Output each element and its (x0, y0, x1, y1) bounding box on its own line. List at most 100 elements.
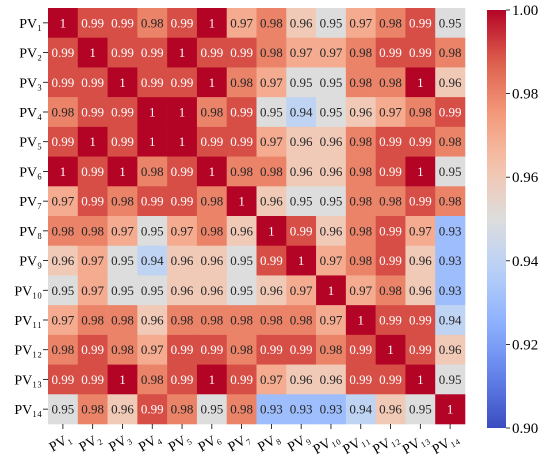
cell-value-label: 0.98 (200, 194, 223, 209)
cell-value-label: 0.99 (200, 342, 223, 357)
heatmap-cell (345, 126, 376, 157)
cell-value-label: 0.95 (320, 15, 343, 30)
heatmap-cell (48, 364, 79, 395)
cell-value-label: 0.95 (52, 402, 75, 417)
heatmap-cell (286, 364, 317, 395)
heatmap-cell (226, 216, 257, 247)
cell-value-label: 0.99 (260, 253, 283, 268)
heatmap-cell (256, 37, 287, 68)
cell-value-label: 0.98 (52, 105, 75, 120)
heatmap-cell (226, 275, 257, 306)
heatmap-cell (77, 67, 108, 98)
cell-value-label: 0.95 (439, 164, 462, 179)
cell-value-label: 0.98 (349, 253, 372, 268)
heatmap-cell (107, 216, 138, 247)
heatmap-cell (226, 334, 257, 365)
heatmap-cell (137, 245, 168, 276)
heatmap-cell (77, 126, 108, 157)
cell-value-label: 0.94 (349, 402, 372, 417)
heatmap-cell (435, 8, 466, 39)
heatmap-cell (316, 334, 347, 365)
heatmap-cell (256, 216, 287, 247)
heatmap-cell (405, 245, 436, 276)
cell-value-label: 0.97 (81, 253, 104, 268)
cell-value-label: 0.97 (52, 194, 75, 209)
row-tick-label: PV₆ (19, 165, 42, 180)
cell-value-label: 0.98 (81, 402, 104, 417)
heatmap-cell (48, 394, 79, 425)
heatmap-cell (256, 334, 287, 365)
cell-value-label: 0.99 (349, 342, 372, 357)
row-tick-label: PV₈ (19, 225, 42, 240)
cell-value-label: 1 (60, 15, 67, 30)
cell-value-label: 0.95 (439, 15, 462, 30)
heatmap-cell (256, 97, 287, 128)
heatmap-cell (345, 245, 376, 276)
cell-value-label: 0.96 (111, 402, 134, 417)
cell-value-label: 0.99 (111, 45, 134, 60)
cell-value-label: 1 (179, 134, 186, 149)
heatmap-cell (107, 67, 138, 98)
heatmap-cell (286, 186, 317, 217)
cell-value-label: 0.94 (141, 253, 164, 268)
cell-value-label: 0.97 (290, 283, 313, 298)
cell-value-label: 0.98 (111, 313, 134, 328)
heatmap-cell (226, 8, 257, 39)
cell-value-label: 0.98 (379, 283, 402, 298)
cell-value-label: 0.99 (379, 45, 402, 60)
cell-value-label: 1 (417, 372, 424, 387)
cell-value-label: 0.93 (260, 402, 283, 417)
column-tick-label: PV₁ (47, 431, 74, 455)
heatmap-cell (375, 97, 406, 128)
heatmap-cell (316, 67, 347, 98)
cell-value-label: 0.99 (349, 372, 372, 387)
column-tick-label: PV₁₃ (400, 431, 432, 458)
heatmap-cell (405, 67, 436, 98)
cell-value-label: 0.99 (200, 45, 223, 60)
cell-value-label: 0.99 (81, 372, 104, 387)
cell-value-label: 0.99 (81, 342, 104, 357)
heatmap-cell (345, 216, 376, 247)
heatmap-cell (107, 275, 138, 306)
cell-value-label: 1 (328, 283, 335, 298)
cell-value-label: 0.97 (141, 342, 164, 357)
cell-value-label: 0.96 (349, 105, 372, 120)
heatmap-cell (48, 67, 79, 98)
cell-value-label: 0.99 (111, 105, 134, 120)
heatmap-cell (316, 364, 347, 395)
cell-value-label: 0.99 (409, 342, 432, 357)
heatmap-cell (226, 186, 257, 217)
heatmap-cell (405, 275, 436, 306)
cell-value-label: 0.99 (171, 75, 194, 90)
cell-value-label: 1 (149, 105, 156, 120)
heatmap-cell (137, 97, 168, 128)
heatmap-cell (77, 37, 108, 68)
heatmap-cell (77, 275, 108, 306)
cell-value-label: 0.97 (111, 223, 134, 238)
heatmap-cell (167, 364, 198, 395)
heatmap-cell (196, 186, 228, 217)
cell-value-label: 0.95 (230, 283, 253, 298)
heatmap-cell (345, 275, 376, 306)
heatmap-cell (107, 97, 138, 128)
heatmap-cell (316, 394, 347, 425)
cell-value-label: 0.95 (290, 75, 313, 90)
heatmap-cell (405, 364, 436, 395)
heatmap-cell (405, 216, 436, 247)
cell-value-label: 0.98 (171, 402, 194, 417)
heatmap-cell (167, 245, 198, 276)
cell-value-label: 1 (298, 253, 305, 268)
cell-value-label: 0.99 (439, 105, 462, 120)
row-tick-label: PV₇ (19, 195, 42, 210)
heatmap-cell (286, 37, 317, 68)
cell-value-label: 0.99 (81, 105, 104, 120)
heatmap-cell (137, 275, 168, 306)
cell-value-label: 1 (119, 75, 126, 90)
heatmap-cell (286, 97, 317, 128)
heatmap-cell (256, 156, 287, 187)
heatmap-cell (405, 334, 436, 365)
cell-value-label: 0.95 (52, 283, 75, 298)
cell-value-label: 0.98 (52, 223, 75, 238)
cell-value-label: 0.98 (52, 342, 75, 357)
cell-value-label: 0.95 (141, 223, 164, 238)
